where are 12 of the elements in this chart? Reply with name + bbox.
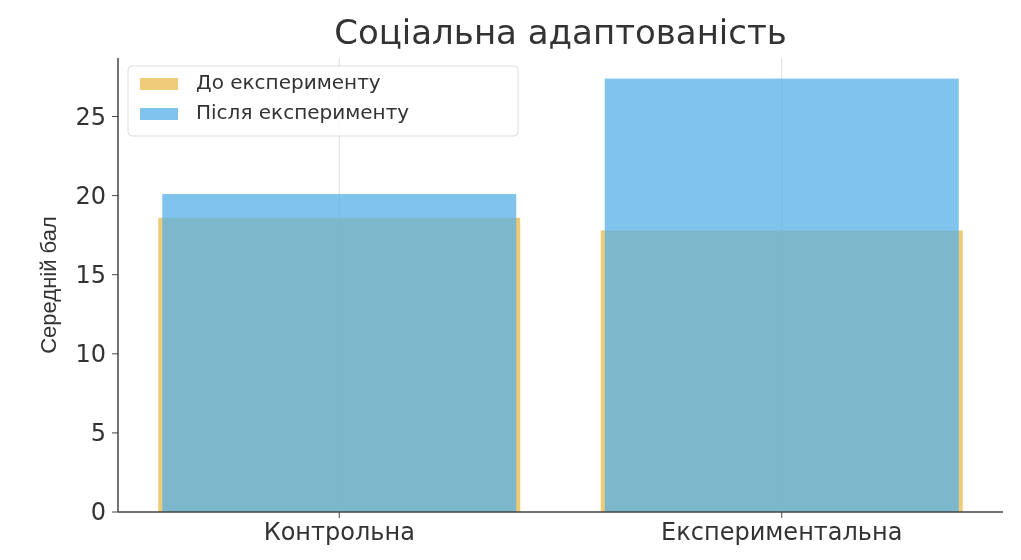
x-tick-label: Контрольна: [263, 518, 415, 546]
legend-label: До експерименту: [196, 70, 381, 94]
y-axis-title: Середній бал: [36, 216, 61, 354]
legend-label: Після експерименту: [196, 100, 410, 124]
y-tick-label: 15: [75, 261, 106, 290]
x-tick-label: Експериментальна: [661, 518, 903, 546]
y-tick-label: 5: [90, 419, 106, 448]
y-tick-label: 25: [75, 102, 106, 131]
y-tick-label: 0: [90, 498, 106, 527]
y-tick-label: 10: [75, 340, 106, 369]
y-tick-label: 20: [75, 182, 106, 211]
chart-title: Соціальна адаптованість: [334, 12, 787, 52]
